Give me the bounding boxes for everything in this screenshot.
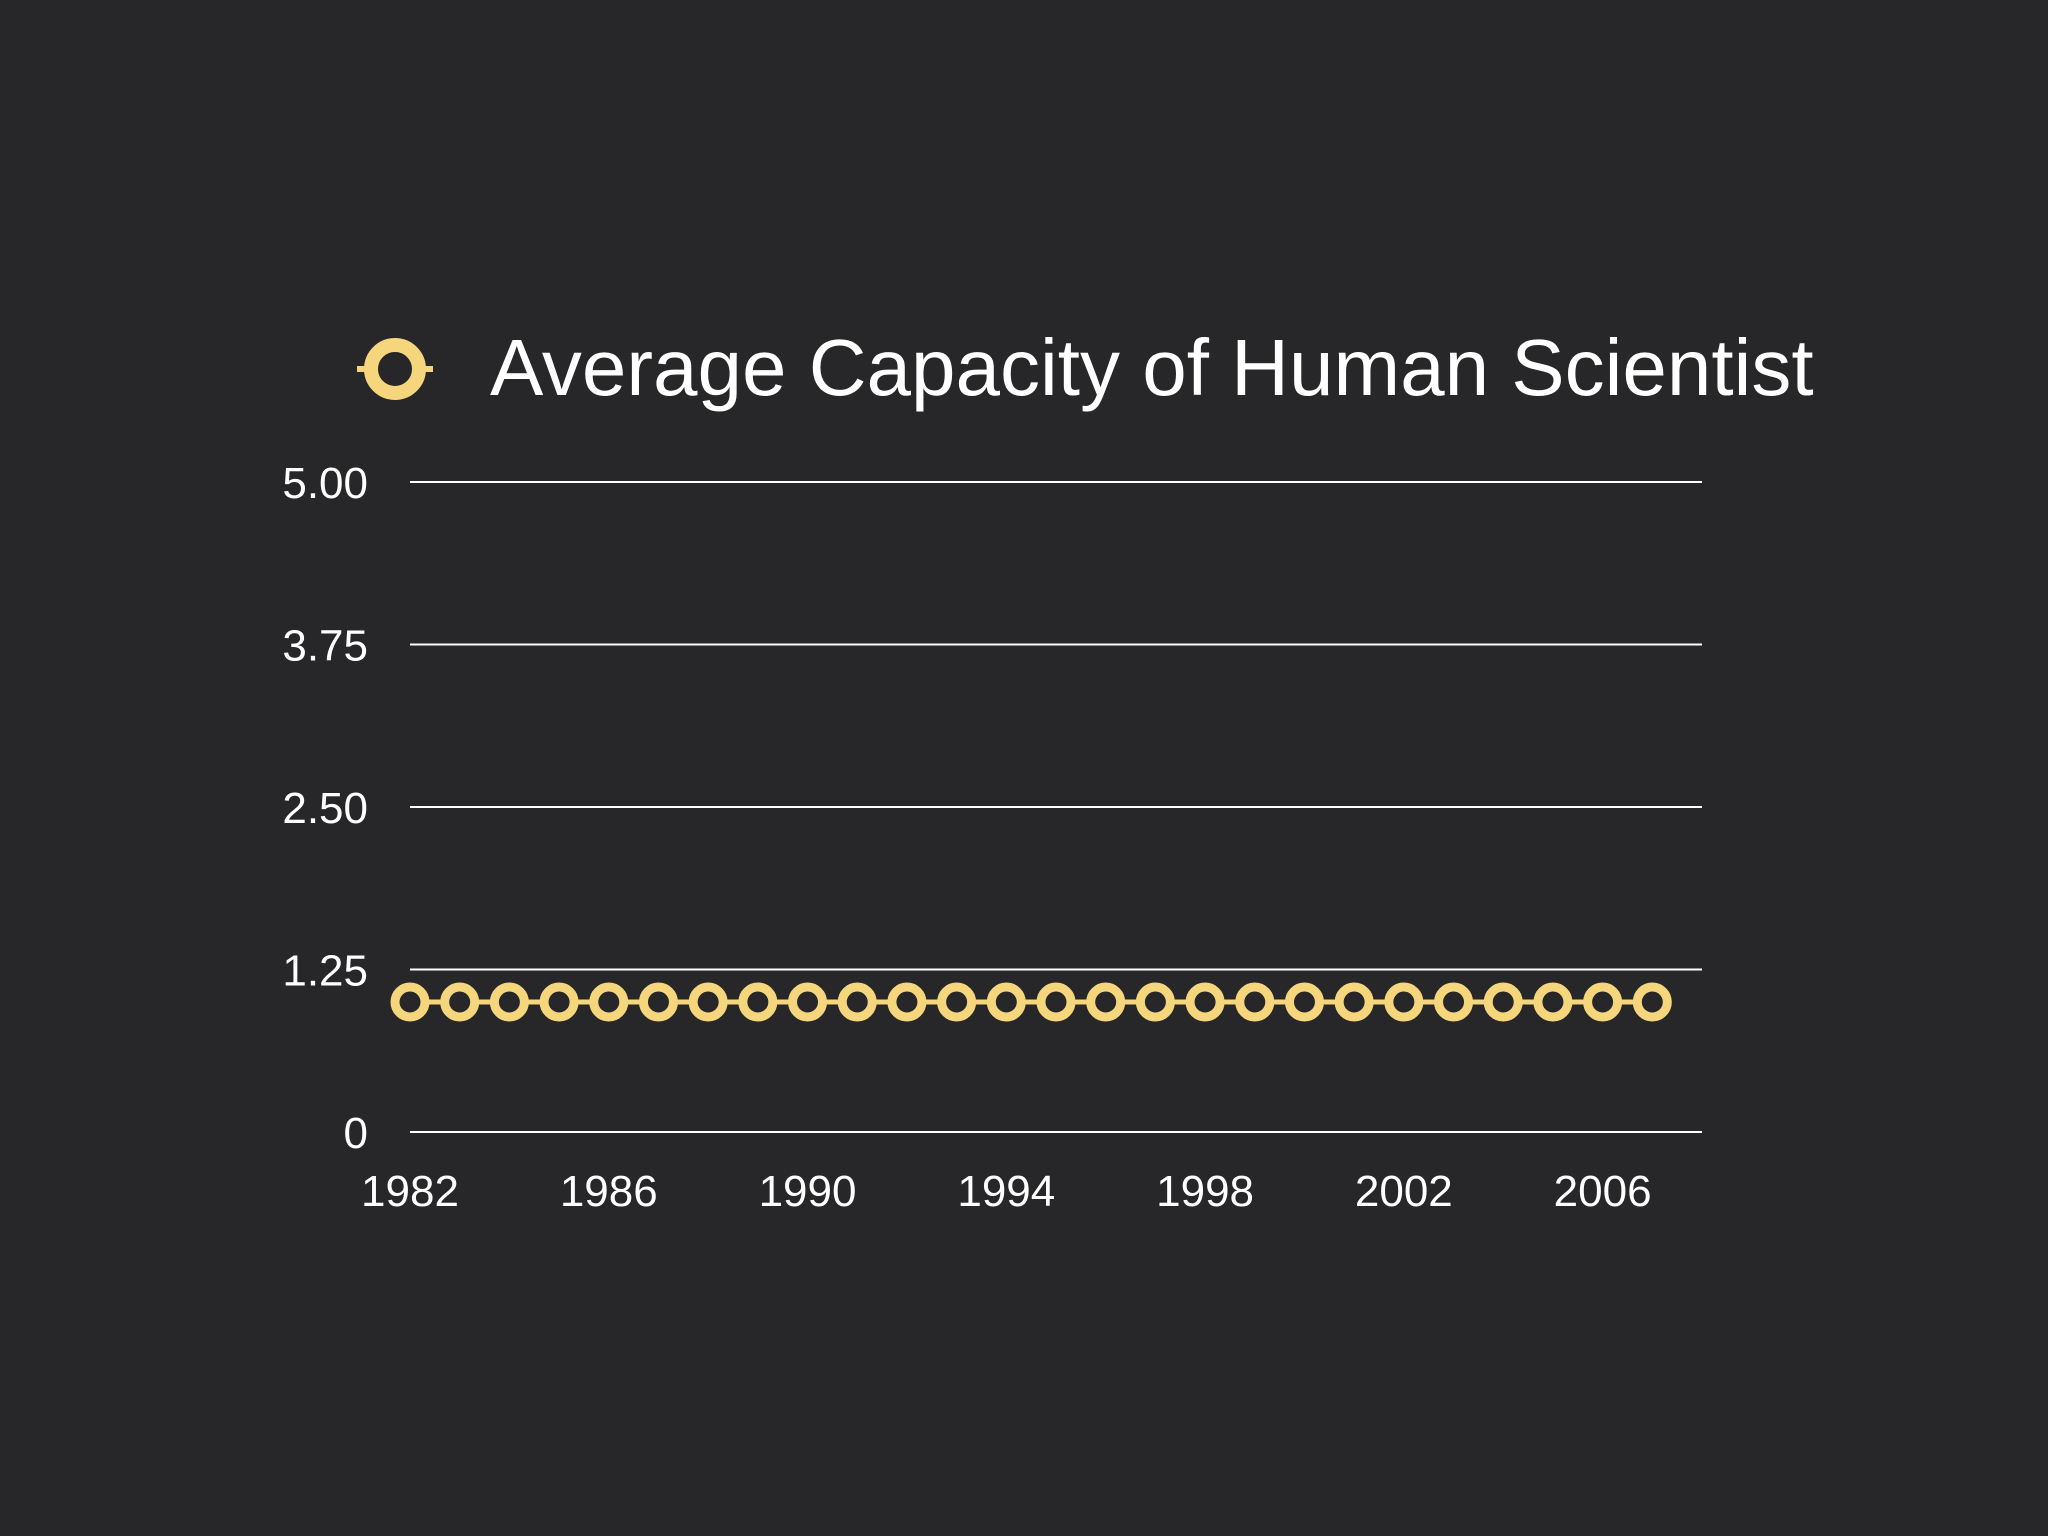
x-tick-label: 2002 — [1355, 1167, 1453, 1216]
data-point — [688, 982, 728, 1022]
data-point — [1036, 982, 1076, 1022]
data-point — [440, 982, 480, 1022]
series-line — [390, 982, 1672, 1022]
gridlines — [410, 481, 1702, 1133]
y-tick-label: 1.25 — [282, 947, 368, 996]
data-point — [1384, 982, 1424, 1022]
data-point — [837, 982, 877, 1022]
x-tick-label: 1982 — [361, 1167, 459, 1216]
x-tick-label: 2006 — [1554, 1167, 1652, 1216]
data-point — [1135, 982, 1175, 1022]
x-tick-label: 1998 — [1156, 1167, 1254, 1216]
y-tick-label: 5.00 — [282, 459, 368, 508]
data-point — [1483, 982, 1523, 1022]
data-point — [489, 982, 529, 1022]
data-point — [1086, 982, 1126, 1022]
y-tick-label: 3.75 — [282, 622, 368, 671]
y-tick-label: 0 — [344, 1109, 368, 1158]
data-point — [1533, 982, 1573, 1022]
data-point — [887, 982, 927, 1022]
x-tick-label: 1990 — [759, 1167, 857, 1216]
data-point — [986, 982, 1026, 1022]
legend-ring-marker-icon — [357, 338, 433, 400]
x-tick-label: 1986 — [560, 1167, 658, 1216]
data-point — [1583, 982, 1623, 1022]
data-point — [1235, 982, 1275, 1022]
data-point — [1185, 982, 1225, 1022]
data-point — [738, 982, 778, 1022]
legend: Average Capacity of Human Scientist — [357, 323, 1814, 412]
data-point — [937, 982, 977, 1022]
legend-marker-ring — [364, 338, 426, 400]
y-tick-label: 2.50 — [282, 784, 368, 833]
data-point — [390, 982, 430, 1022]
x-tick-label: 1994 — [957, 1167, 1055, 1216]
data-point — [1284, 982, 1324, 1022]
data-point — [638, 982, 678, 1022]
data-point — [589, 982, 629, 1022]
data-point — [788, 982, 828, 1022]
x-axis-tick-labels: 1982 1986 1990 1994 1998 2002 2006 — [361, 1167, 1652, 1216]
data-point — [1334, 982, 1374, 1022]
y-axis-tick-labels: 0 1.25 2.50 3.75 5.00 — [282, 459, 368, 1158]
data-point — [1434, 982, 1474, 1022]
data-point — [539, 982, 579, 1022]
data-point — [1632, 982, 1672, 1022]
legend-series-label: Average Capacity of Human Scientist — [490, 323, 1814, 412]
